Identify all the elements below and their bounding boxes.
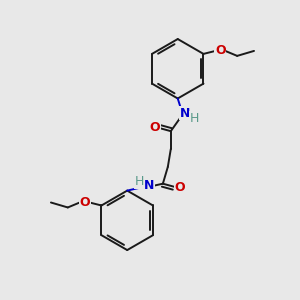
Text: N: N <box>144 179 154 192</box>
Text: O: O <box>79 196 90 209</box>
Text: O: O <box>215 44 226 57</box>
Text: N: N <box>179 107 190 120</box>
Text: O: O <box>174 181 185 194</box>
Text: H: H <box>134 175 144 188</box>
Text: H: H <box>190 112 199 125</box>
Text: O: O <box>150 121 160 134</box>
